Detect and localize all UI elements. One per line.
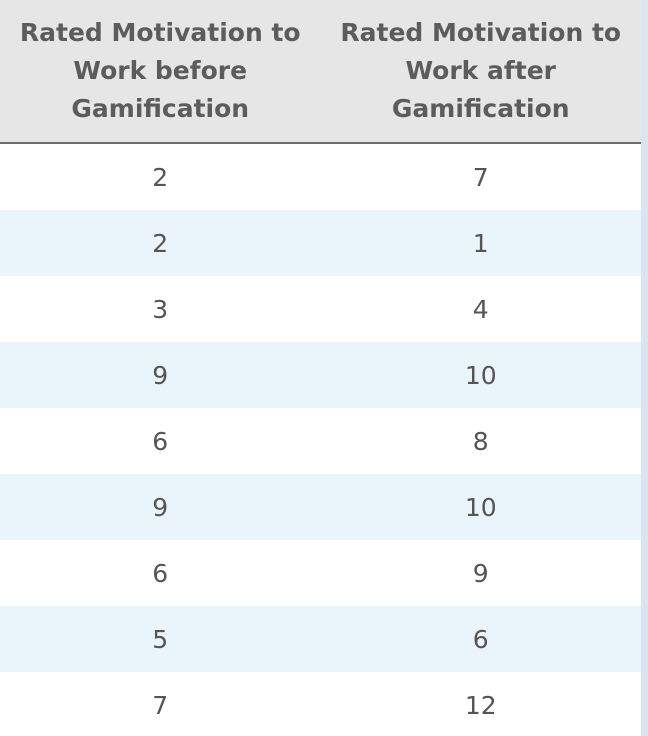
cell-after: 7: [320, 143, 641, 210]
cell-after: 10: [320, 474, 641, 540]
table-row: 9 10: [0, 342, 641, 408]
table-row: 7 12: [0, 672, 641, 736]
column-header-before: Rated Motivation to Work before Gamifica…: [0, 0, 321, 144]
table-row: 3 4: [0, 276, 641, 342]
table-body: 2 7 2 1 3 4 9 10 6 8 9 10: [0, 143, 641, 736]
table-row: 6 8: [0, 408, 641, 474]
cell-before: 9: [0, 342, 321, 408]
cell-before: 3: [0, 276, 321, 342]
table-row: 5 6: [0, 606, 641, 672]
table-header: Rated Motivation to Work before Gamifica…: [0, 0, 641, 144]
cell-after: 1: [320, 210, 641, 276]
cell-after: 12: [320, 672, 641, 736]
table-row: 2 1: [0, 210, 641, 276]
cell-before: 7: [0, 672, 321, 736]
cell-before: 2: [0, 143, 321, 210]
cell-before: 6: [0, 408, 321, 474]
column-header-after-label: Rated Motivation to Work after Gamificat…: [340, 18, 622, 123]
right-edge-border: [641, 0, 648, 736]
column-header-before-label: Rated Motivation to Work before Gamifica…: [19, 18, 301, 123]
cell-after: 6: [320, 606, 641, 672]
cell-before: 2: [0, 210, 321, 276]
cell-after: 8: [320, 408, 641, 474]
table-row: 2 7: [0, 143, 641, 210]
cell-before: 9: [0, 474, 321, 540]
cell-before: 6: [0, 540, 321, 606]
cell-after: 4: [320, 276, 641, 342]
cell-after: 10: [320, 342, 641, 408]
table-row: 9 10: [0, 474, 641, 540]
cell-after: 9: [320, 540, 641, 606]
cell-before: 5: [0, 606, 321, 672]
table-row: 6 9: [0, 540, 641, 606]
column-header-after: Rated Motivation to Work after Gamificat…: [320, 0, 641, 144]
header-row: Rated Motivation to Work before Gamifica…: [0, 0, 641, 144]
